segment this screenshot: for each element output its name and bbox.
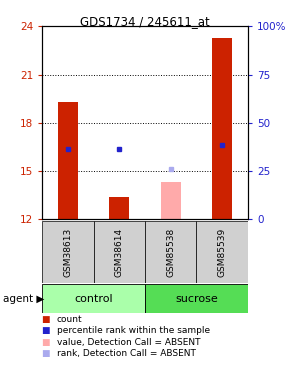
Text: ■: ■: [41, 315, 49, 324]
Text: control: control: [74, 294, 113, 303]
Text: agent ▶: agent ▶: [3, 294, 44, 303]
Bar: [145, 284, 248, 313]
Bar: [213, 38, 232, 219]
Text: GSM85539: GSM85539: [218, 228, 227, 277]
Text: GSM38613: GSM38613: [63, 228, 72, 277]
Text: GSM85538: GSM85538: [166, 228, 175, 277]
Bar: [93, 221, 145, 283]
Bar: [196, 221, 248, 283]
Text: GSM38614: GSM38614: [115, 228, 124, 277]
Text: value, Detection Call = ABSENT: value, Detection Call = ABSENT: [57, 338, 200, 346]
Bar: [161, 182, 180, 219]
Text: rank, Detection Call = ABSENT: rank, Detection Call = ABSENT: [57, 349, 195, 358]
Text: percentile rank within the sample: percentile rank within the sample: [57, 326, 210, 335]
Bar: [58, 102, 77, 219]
Text: ■: ■: [41, 326, 49, 335]
Text: ■: ■: [41, 349, 49, 358]
Text: ■: ■: [41, 338, 49, 346]
Text: GDS1734 / 245611_at: GDS1734 / 245611_at: [80, 15, 210, 28]
Bar: [110, 197, 129, 219]
Text: sucrose: sucrose: [175, 294, 218, 303]
Text: count: count: [57, 315, 82, 324]
Bar: [42, 221, 93, 283]
Bar: [145, 221, 197, 283]
Bar: [42, 284, 145, 313]
